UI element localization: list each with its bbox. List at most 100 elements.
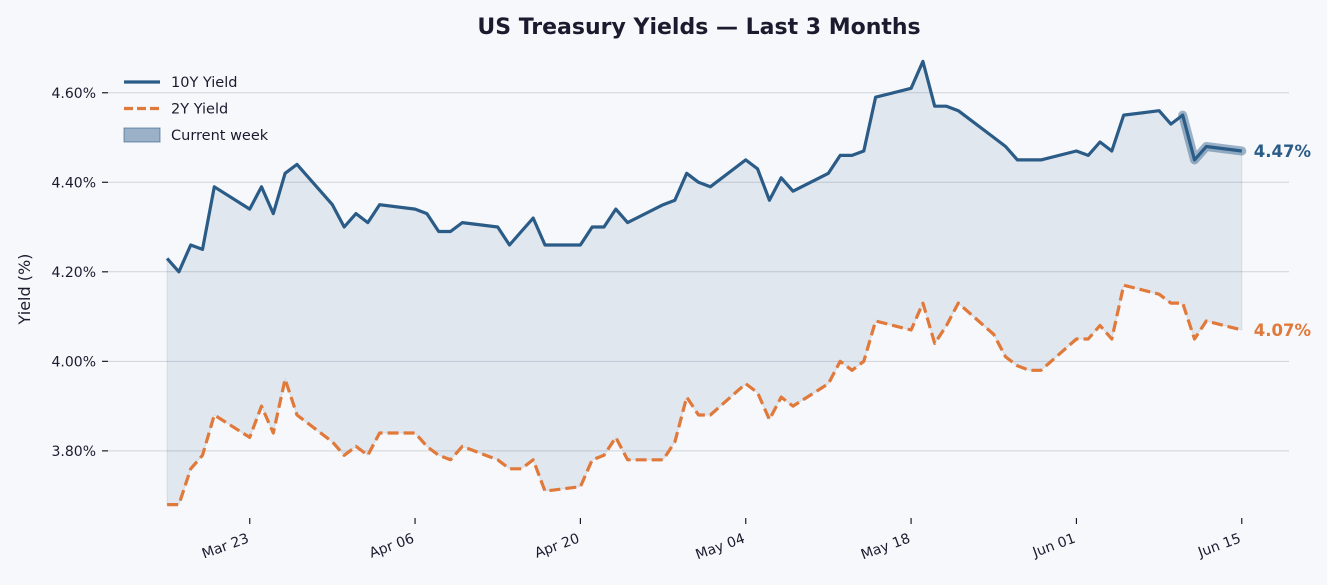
point-2y [791, 404, 795, 408]
point-2y [177, 503, 181, 507]
point-2y [425, 444, 429, 448]
point-10y [826, 171, 830, 175]
point-2y [626, 458, 630, 462]
point-2y [460, 444, 464, 448]
point-10y [425, 212, 429, 216]
point-10y [862, 149, 866, 153]
x-tick-label: May 18 [859, 531, 913, 564]
point-10y [1086, 153, 1090, 157]
point-2y [685, 395, 689, 399]
point-10y [496, 225, 500, 229]
point-10y [378, 203, 382, 207]
grid-lines [108, 92, 1289, 452]
point-10y [945, 104, 949, 108]
point-2y [437, 453, 441, 457]
point-10y [437, 230, 441, 234]
point-2y [826, 382, 830, 386]
end-label-2y: 4.07% [1254, 321, 1312, 340]
point-2y [614, 435, 618, 439]
point-2y [165, 503, 169, 507]
y-tick-label: 3.80% [52, 444, 96, 460]
point-10y [626, 221, 630, 225]
point-10y [956, 109, 960, 113]
x-tick-label: Apr 20 [533, 531, 582, 562]
point-10y [1157, 109, 1161, 113]
point-10y [578, 243, 582, 247]
point-2y [661, 458, 665, 462]
point-10y [543, 243, 547, 247]
point-10y [1004, 145, 1008, 149]
point-10y [449, 230, 453, 234]
point-10y [767, 198, 771, 202]
point-10y [366, 221, 370, 225]
point-2y [862, 359, 866, 363]
point-10y [531, 216, 535, 220]
point-2y [590, 458, 594, 462]
point-2y [992, 333, 996, 337]
point-10y [508, 243, 512, 247]
point-10y [744, 158, 748, 162]
point-2y [413, 431, 417, 435]
point-10y [1074, 149, 1078, 153]
point-10y [271, 212, 275, 216]
series-line-2y [167, 283, 1243, 507]
x-tick-label: May 04 [694, 531, 748, 564]
point-2y [1098, 324, 1102, 328]
point-10y [189, 243, 193, 247]
point-10y [342, 225, 346, 229]
end-label-10y: 4.47% [1254, 142, 1312, 161]
legend-swatch-current-week [123, 127, 161, 143]
point-10y [779, 176, 783, 180]
point-10y [1240, 149, 1244, 153]
point-2y [378, 431, 382, 435]
y-tick-label: 4.00% [52, 354, 96, 370]
point-10y [1015, 158, 1019, 162]
point-2y [354, 444, 358, 448]
point-2y [1122, 283, 1126, 287]
point-2y [496, 458, 500, 462]
x-tick-label: Jun 15 [1195, 531, 1243, 561]
point-2y [602, 453, 606, 457]
point-10y [1027, 158, 1031, 162]
point-2y [909, 328, 913, 332]
point-2y [212, 413, 216, 417]
point-10y [295, 162, 299, 166]
legend-label-10y: 10Y Yield [171, 75, 237, 91]
point-2y [933, 341, 937, 345]
point-2y [1240, 328, 1244, 332]
point-10y [1110, 149, 1114, 153]
point-2y [921, 301, 925, 305]
point-2y [1169, 301, 1173, 305]
point-2y [543, 489, 547, 493]
point-2y [1181, 301, 1185, 305]
point-2y [756, 391, 760, 395]
point-10y [1039, 158, 1043, 162]
point-2y [508, 467, 512, 471]
point-2y [295, 413, 299, 417]
point-10y [177, 270, 181, 274]
point-10y [874, 95, 878, 99]
legend-label-2y: 2Y Yield [171, 102, 228, 118]
point-10y [791, 189, 795, 193]
y-tick-label: 4.40% [52, 175, 96, 191]
point-2y [578, 485, 582, 489]
point-10y [921, 59, 925, 63]
point-10y [992, 136, 996, 140]
point-2y [283, 377, 287, 381]
point-10y [519, 230, 523, 234]
point-2y [1157, 292, 1161, 296]
point-10y [212, 185, 216, 189]
point-2y [1074, 337, 1078, 341]
point-2y [1110, 337, 1114, 341]
point-2y [945, 324, 949, 328]
chart-title: US Treasury Yields — Last 3 Months [477, 15, 920, 40]
y-axis: 3.80% 4.00% 4.20% 4.40% 4.60% [52, 86, 108, 460]
point-10y [909, 86, 913, 90]
point-10y [685, 171, 689, 175]
point-2y [838, 359, 842, 363]
point-10y [260, 185, 264, 189]
y-tick-label: 4.20% [52, 265, 96, 281]
point-10y [1193, 158, 1197, 162]
point-2y [850, 368, 854, 372]
